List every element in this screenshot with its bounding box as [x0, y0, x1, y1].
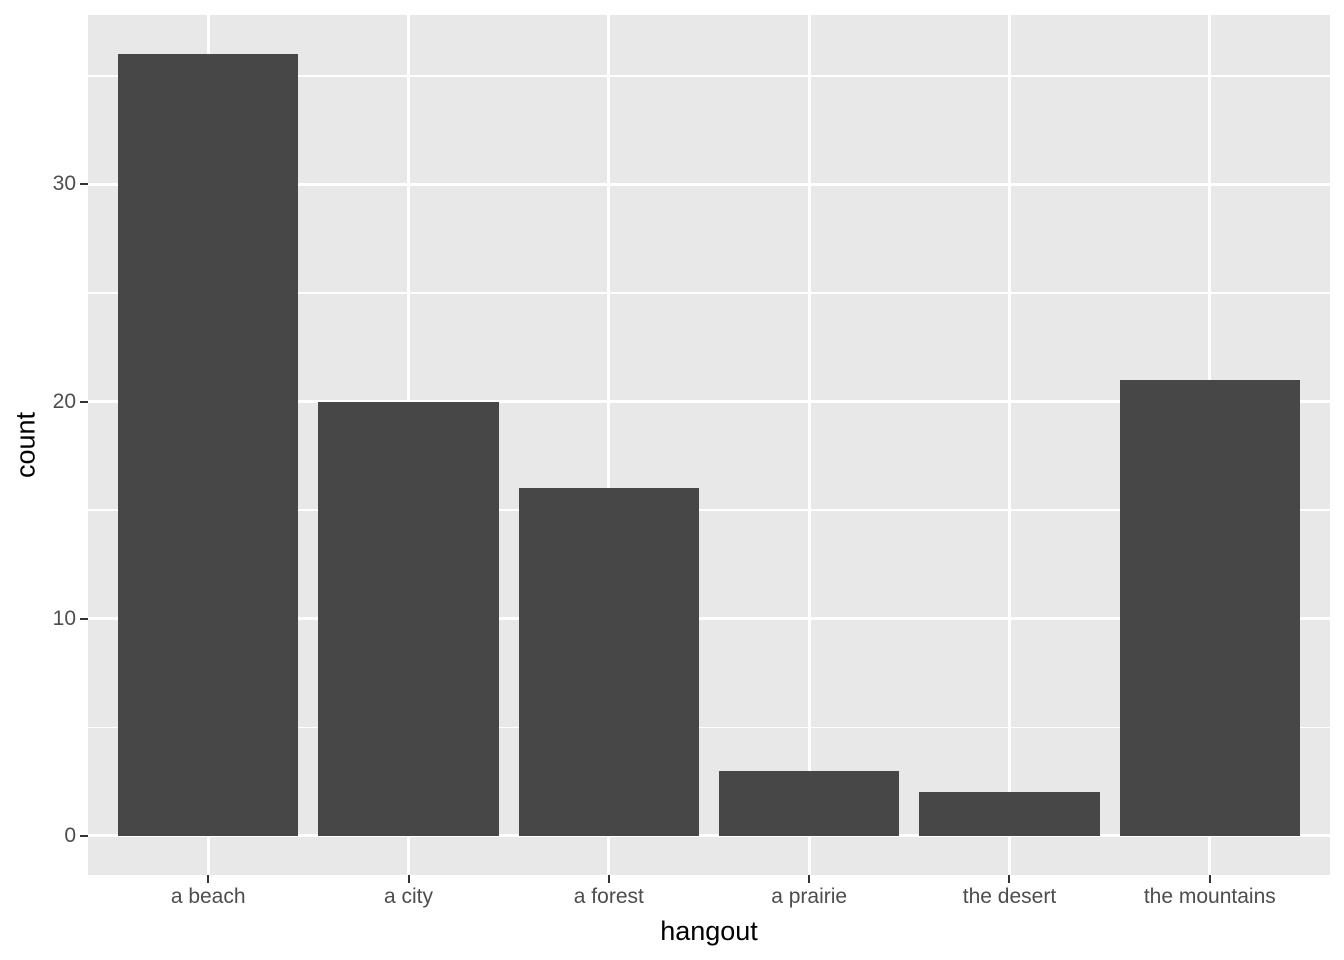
x-tick-label: a city [384, 885, 434, 908]
minor-gridline-y [88, 509, 1330, 511]
y-tick-mark [80, 617, 88, 620]
bar-a-prairie [719, 770, 900, 836]
bar-a-beach [118, 54, 299, 836]
x-tick-mark [207, 875, 210, 883]
x-tick-label: the mountains [1143, 885, 1276, 908]
bar-a-city [318, 401, 499, 836]
bar-a-forest [518, 488, 699, 836]
y-axis-title: count [10, 411, 41, 479]
y-tick-label: 0 [64, 823, 76, 847]
major-gridline-x [607, 15, 611, 875]
y-tick-label: 30 [52, 172, 76, 196]
y-tick-mark [80, 400, 88, 403]
x-tick-mark [808, 875, 811, 883]
x-tick-mark [407, 875, 410, 883]
major-gridline-x [1007, 15, 1011, 875]
x-tick-label: a forest [573, 885, 644, 908]
minor-gridline-y [88, 75, 1330, 77]
x-tick-label: a prairie [771, 885, 848, 908]
y-tick-label: 20 [52, 389, 76, 413]
y-tick-mark [80, 834, 88, 837]
x-tick-mark [1008, 875, 1011, 883]
plot-panel [88, 15, 1330, 875]
y-tick-label: 10 [52, 606, 76, 630]
major-gridline-y [88, 617, 1330, 621]
x-tick-mark [1208, 875, 1211, 883]
x-tick-label: a beach [170, 885, 246, 908]
major-gridline-y [88, 834, 1330, 838]
y-tick-mark [80, 183, 88, 186]
x-tick-label: the desert [962, 885, 1057, 908]
bar-the-mountains [1119, 379, 1300, 836]
major-gridline-y [88, 182, 1330, 186]
minor-gridline-y [88, 726, 1330, 729]
bar-the-desert [919, 792, 1100, 836]
x-axis-title: hangout [660, 916, 758, 946]
major-gridline-x [807, 15, 811, 875]
x-tick-mark [607, 875, 610, 883]
minor-gridline-y [88, 292, 1330, 294]
major-gridline-y [88, 400, 1330, 404]
